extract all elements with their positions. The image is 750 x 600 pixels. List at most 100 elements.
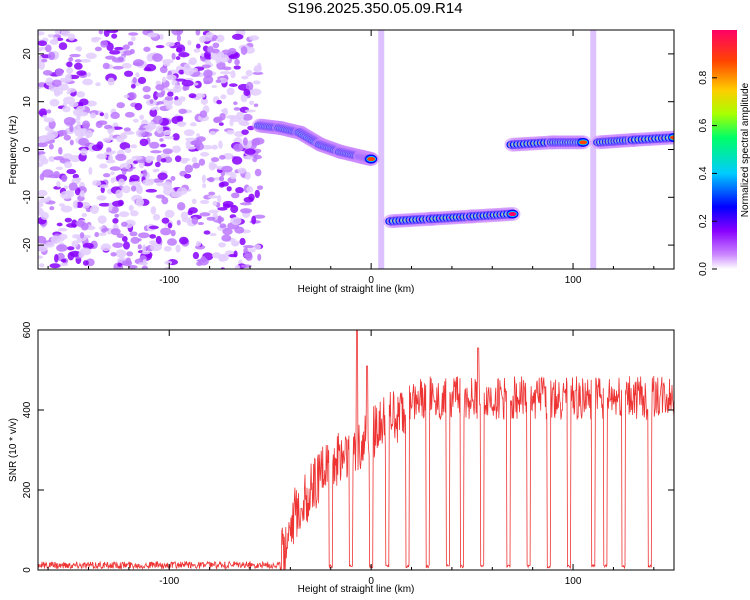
noise-speckle [61, 175, 68, 183]
noise-speckle [118, 211, 130, 218]
noise-speckle [192, 162, 200, 169]
noise-speckle [154, 161, 161, 168]
noise-speckle [175, 244, 181, 253]
noise-speckle [203, 80, 210, 85]
noise-speckle [102, 62, 110, 70]
noise-speckle [104, 55, 116, 60]
noise-speckle [240, 46, 248, 55]
noise-speckle [79, 247, 92, 256]
noise-speckle [184, 173, 192, 179]
noise-speckle [240, 121, 250, 127]
noise-speckle [123, 70, 134, 77]
noise-speckle [240, 264, 252, 268]
noise-speckle [76, 91, 86, 98]
noise-speckle [56, 222, 63, 227]
noise-speckle [48, 143, 54, 150]
noise-speckle [80, 58, 91, 63]
noise-speckle [38, 60, 46, 70]
noise-speckle [45, 241, 55, 248]
noise-speckle [42, 114, 47, 119]
noise-speckle [135, 197, 145, 207]
noise-speckle [215, 34, 225, 43]
noise-speckle [76, 177, 82, 182]
noise-speckle [162, 61, 171, 67]
noise-speckle [128, 181, 141, 186]
noise-speckle [150, 107, 156, 111]
noise-speckle [155, 194, 165, 199]
noise-speckle [201, 64, 211, 69]
noise-speckle [132, 118, 139, 123]
noise-speckle [231, 192, 240, 199]
noise-speckle [124, 147, 132, 154]
noise-speckle [42, 70, 53, 76]
noise-speckle [118, 178, 125, 186]
noise-speckle [139, 138, 149, 147]
noise-speckle [218, 122, 224, 126]
noise-speckle [202, 183, 207, 189]
noise-speckle [68, 182, 78, 191]
noise-speckle [130, 185, 137, 192]
noise-speckle [67, 251, 75, 261]
spectrogram-x-tick-label: 0 [368, 275, 374, 286]
noise-speckle [251, 138, 261, 146]
noise-speckle [43, 117, 55, 123]
noise-speckle [60, 190, 72, 200]
noise-speckle [149, 234, 157, 239]
noise-speckle [240, 93, 248, 103]
noise-speckle [219, 155, 226, 160]
noise-speckle [122, 241, 130, 250]
noise-speckle [197, 221, 204, 226]
noise-speckle [142, 179, 154, 186]
colorbar-tick-label: 0.2 [698, 214, 709, 228]
noise-speckle [62, 153, 73, 160]
noise-speckle [58, 233, 68, 240]
noise-speckle [152, 169, 158, 173]
noise-speckle [186, 145, 197, 150]
noise-speckle [103, 124, 113, 130]
noise-speckle [222, 66, 232, 71]
noise-speckle [101, 227, 109, 232]
noise-speckle [128, 204, 134, 212]
noise-speckle [178, 69, 185, 75]
noise-speckle [203, 69, 213, 78]
noise-speckle [142, 169, 148, 178]
noise-speckle [86, 72, 91, 77]
noise-speckle [69, 125, 74, 133]
noise-speckle [160, 227, 172, 236]
noise-speckle [245, 81, 254, 91]
noise-speckle [79, 128, 88, 133]
noise-speckle [56, 180, 61, 188]
noise-speckle [64, 161, 73, 169]
noise-speckle [206, 46, 214, 53]
noise-speckle [130, 236, 140, 244]
noise-speckle [88, 167, 93, 175]
spectrogram-y-tick-label: -10 [22, 190, 33, 205]
noise-speckle [200, 97, 209, 105]
noise-speckle [187, 210, 193, 216]
noise-speckle [218, 254, 227, 262]
noise-speckle [198, 158, 206, 166]
noise-speckle [73, 62, 83, 70]
noise-speckle [80, 148, 88, 156]
noise-speckle [243, 247, 249, 254]
noise-speckle [40, 211, 49, 220]
noise-speckle [54, 254, 59, 263]
noise-speckle [208, 161, 216, 171]
noise-speckle [58, 146, 63, 155]
noise-speckle [257, 253, 262, 261]
noise-speckle [124, 111, 135, 118]
noise-speckle [192, 251, 200, 260]
noise-speckle [149, 242, 162, 252]
noise-speckle [244, 46, 255, 54]
noise-speckle [221, 234, 232, 242]
noise-speckle [230, 204, 239, 214]
noise-speckle [188, 93, 197, 99]
noise-speckle [95, 82, 101, 87]
noise-speckle [105, 159, 116, 164]
noise-speckle [163, 246, 172, 252]
noise-speckle [110, 171, 115, 176]
noise-speckle [109, 166, 122, 171]
noise-speckle [141, 250, 151, 255]
noise-speckle [122, 131, 135, 135]
